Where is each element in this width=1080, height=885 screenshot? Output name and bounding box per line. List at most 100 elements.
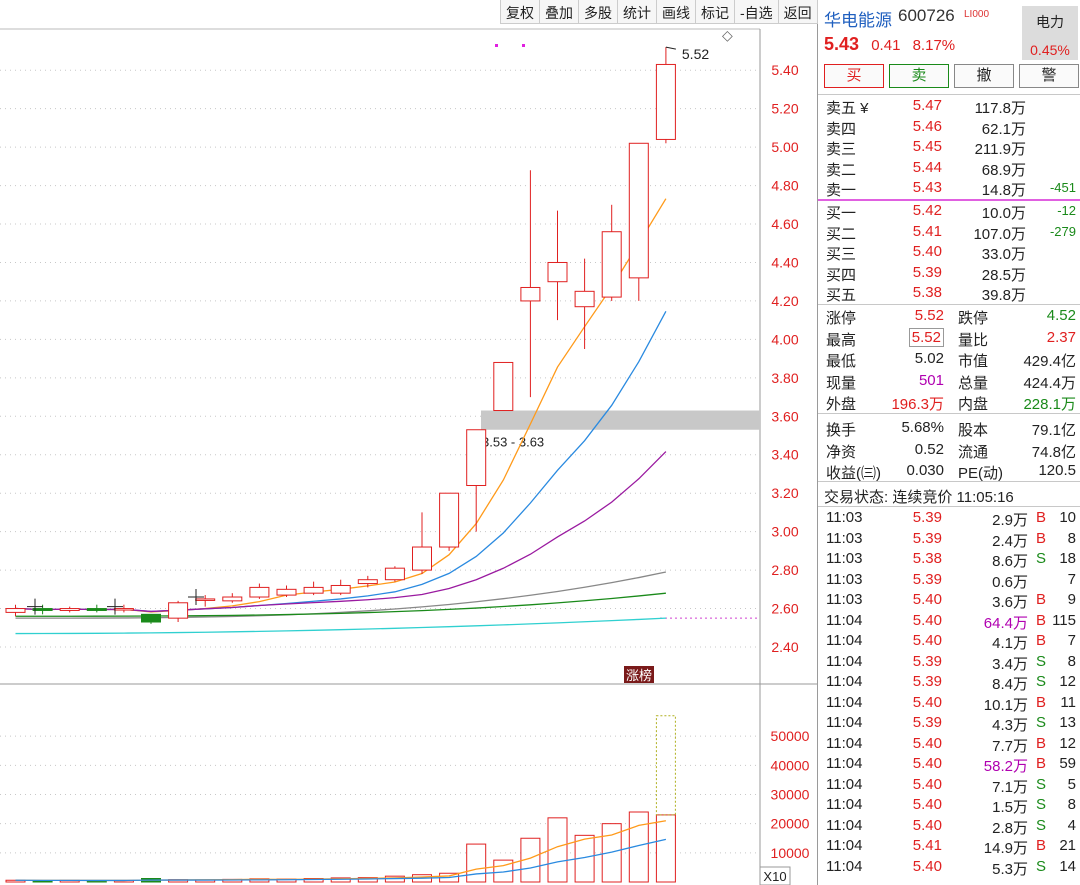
stat-value-wrap: 0.030 (878, 462, 944, 479)
volume-bar (601, 823, 622, 883)
tick-row: 11:04 5.40 2.8万 S 4 (818, 816, 1080, 837)
separator (818, 304, 1080, 305)
tick-t: 11:03 (826, 529, 863, 547)
stat-row-turnover: 换手 5.68% 股本 79.1亿 (818, 418, 1080, 440)
plus-marker (27, 598, 43, 615)
stat-value-total_vol: 424.4万 (1023, 374, 1076, 392)
stat-value-low: 5.02 (914, 350, 944, 367)
stat-row-eps: 收益(㈢) 0.030 PE(动) 120.5 (818, 461, 1080, 483)
price-axis-label: 4.80 (771, 178, 798, 194)
stat-label-eps_label: 收益(㈢) (826, 465, 881, 482)
toolbar-button-2[interactable]: 多股 (579, 0, 618, 24)
bid-row-3[interactable]: 买四 5.39 28.5万 (818, 263, 1080, 284)
book-vol: 39.8万 (981, 287, 1026, 305)
tick-v: 8.6万 (992, 553, 1028, 570)
book-vol: 33.0万 (981, 246, 1026, 264)
price-axis-label: 3.00 (771, 524, 798, 540)
toolbar-button-1[interactable]: 叠加 (540, 0, 579, 24)
tick-t: 11:04 (826, 775, 863, 793)
kline-chart-area[interactable]: 5.40 5.20 5.00 4.80 4.60 4.40 4.20 4.00 3.80 3.60… (0, 0, 818, 885)
tick-row: 11:04 5.40 4.1万 B 7 (818, 631, 1080, 652)
tick-t: 11:04 (826, 652, 863, 670)
tick-v: 64.4万 (983, 614, 1028, 632)
ma60-line (15, 592, 666, 617)
book-label: 卖五 ¥ (826, 100, 869, 117)
volume-bar (655, 814, 676, 883)
bid-row-1[interactable]: 买二 5.41 107.0万 -279 (818, 222, 1080, 243)
tick-n: 8 (1067, 796, 1076, 813)
tick-s: S (1036, 816, 1047, 834)
cancel-order-button[interactable]: 撤 (954, 64, 1014, 88)
candle-body (141, 613, 161, 623)
volume-projection-box (655, 715, 676, 816)
price-axis-label: 4.00 (771, 331, 798, 347)
ask-row-1[interactable]: 卖四 5.46 62.1万 (818, 117, 1080, 138)
tick-row: 11:03 5.39 2.9万 B 10 (818, 508, 1080, 529)
price-axis-label: 5.00 (771, 139, 798, 155)
stat-label-high_label: 最高 (826, 331, 857, 349)
limit-tag-bg (624, 666, 654, 683)
tick-s: S (1036, 796, 1047, 813)
stat-value-wrap: 5.68% (878, 419, 944, 436)
toolbar-button-5[interactable]: 标记 (696, 0, 735, 24)
tick-row: 11:04 5.40 1.5万 S 8 (818, 795, 1080, 816)
tick-n: 8 (1067, 652, 1076, 670)
candle-body (276, 588, 297, 596)
ask-row-2[interactable]: 卖三 5.45 211.9万 (818, 137, 1080, 158)
book-chg: -279 (1049, 223, 1076, 239)
price-axis-label: 2.60 (771, 601, 798, 617)
toolbar-button-4[interactable]: 画线 (657, 0, 696, 24)
book-label: 卖一 (826, 182, 857, 200)
tick-p: 5.39 (912, 673, 942, 690)
buy-button[interactable]: 买 (824, 64, 884, 88)
sell-button[interactable]: 卖 (889, 64, 949, 88)
stat-value-float: 74.8亿 (1031, 443, 1076, 461)
price-axis-label: 3.60 (771, 408, 798, 424)
tick-s: B (1036, 591, 1047, 608)
stock-name[interactable]: 华电能源 (824, 11, 892, 30)
stat-label-nav_label: 净资 (826, 443, 857, 461)
tick-v: 58.2万 (983, 758, 1028, 775)
tick-p: 5.40 (912, 693, 942, 711)
bid-row-0[interactable]: 买一 5.42 10.0万 -12 (818, 201, 1080, 222)
toolbar-button-0[interactable]: 复权 (501, 0, 540, 24)
tick-p: 5.40 (912, 796, 942, 813)
high-pointer (665, 46, 676, 50)
tick-p: 5.40 (912, 775, 942, 793)
diamond-icon[interactable]: ◇ (722, 28, 733, 44)
stat-row-cur_vol: 现量 501 总量 424.4万 (818, 371, 1080, 393)
tick-row: 11:04 5.39 4.3万 S 13 (818, 713, 1080, 734)
candle-body (5, 608, 26, 613)
toolbar-button-6[interactable]: -自选 (735, 0, 779, 24)
stat-value-wrap: 424.4万 (1002, 372, 1076, 393)
tick-t: 11:04 (826, 734, 863, 752)
tick-n: 4 (1067, 816, 1076, 834)
sector-box[interactable]: 电力 0.45% (1022, 6, 1078, 60)
tick-v: 1.5万 (992, 799, 1028, 816)
stat-value-wrap: 429.4亿 (1002, 350, 1076, 371)
toolbar-button-7[interactable]: 返回 (779, 0, 818, 24)
tick-row: 11:04 5.40 10.1万 B 11 (818, 693, 1080, 714)
kline-chart[interactable]: 5.40 5.20 5.00 4.80 4.60 4.40 4.20 4.00 3.80 3.60… (0, 0, 818, 885)
ask-row-3[interactable]: 卖二 5.44 68.9万 (818, 158, 1080, 179)
ask-row-0[interactable]: 卖五 ¥ 5.47 117.8万 (818, 96, 1080, 117)
tick-n: 7 (1067, 632, 1076, 649)
tick-p: 5.41 (912, 837, 942, 854)
tick-p: 5.39 (912, 570, 942, 588)
stat-label-turnover_label: 换手 (826, 422, 857, 439)
vol-ma5-line (15, 820, 667, 882)
bid-row-4[interactable]: 买五 5.38 39.8万 (818, 283, 1080, 304)
tick-n: 59 (1059, 755, 1076, 772)
tick-t: 11:04 (826, 693, 863, 711)
ask-row-4[interactable]: 卖一 5.43 14.8万 -451 (818, 178, 1080, 199)
separator (818, 413, 1080, 414)
tick-t: 11:04 (826, 632, 863, 649)
stock-header: 华电能源 600726 LI000 电力 0.45% 5.43 0.41 8.1… (818, 0, 1080, 62)
scale-tag-bg (759, 866, 791, 885)
toolbar-button-3[interactable]: 统计 (618, 0, 657, 24)
quote-panel: 华电能源 600726 LI000 电力 0.45% 5.43 0.41 8.1… (818, 0, 1080, 885)
bid-row-2[interactable]: 买三 5.40 33.0万 (818, 242, 1080, 263)
tick-row: 11:03 5.39 2.4万 B 8 (818, 529, 1080, 550)
alert-button[interactable]: 警 (1019, 64, 1079, 88)
book-label: 买一 (826, 205, 857, 222)
